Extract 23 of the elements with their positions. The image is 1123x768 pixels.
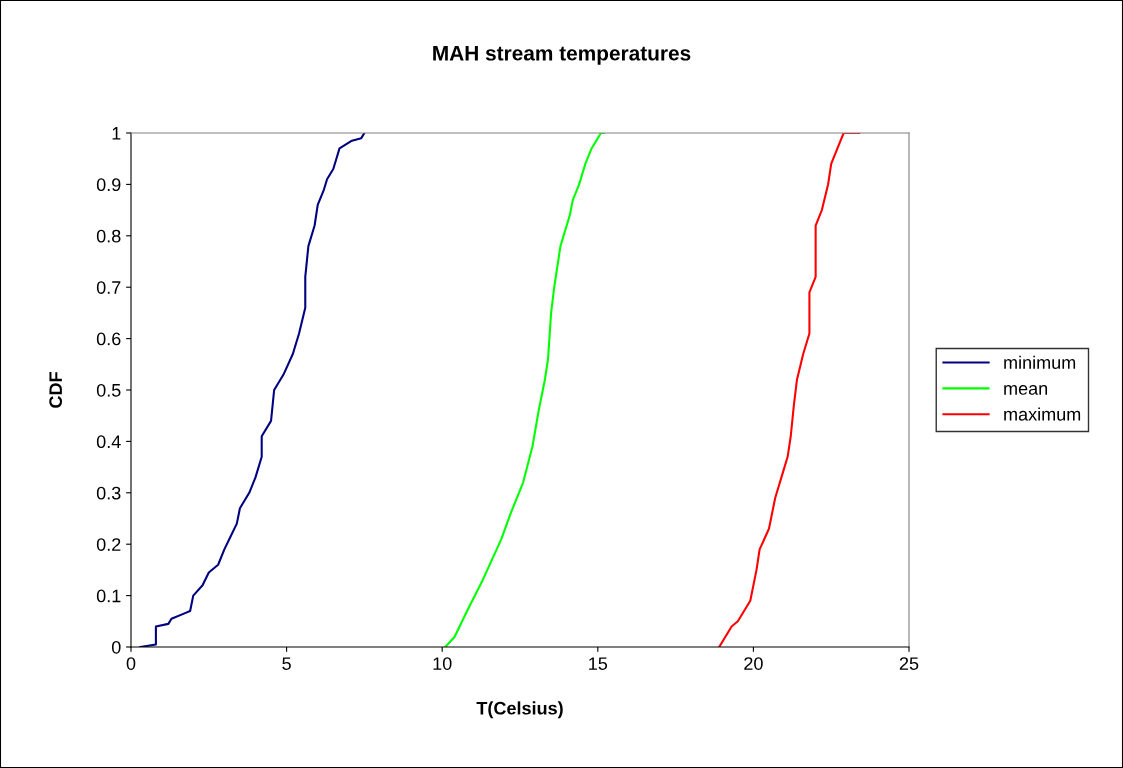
chart-title: MAH stream temperatures xyxy=(433,46,691,65)
x-tick-label: 0 xyxy=(126,657,136,670)
x-tick-label: 5 xyxy=(282,657,291,670)
x-tick-label: 25 xyxy=(899,657,919,670)
legend-label: mean xyxy=(1004,384,1048,395)
y-tick-label: 0.5 xyxy=(96,383,121,397)
y-tick-label: 1 xyxy=(112,127,121,140)
x-tick-label: 15 xyxy=(589,657,608,670)
y-tick-label: 0.1 xyxy=(96,589,121,603)
y-tick-label: 0.2 xyxy=(96,538,121,551)
y-tick-label: 0.6 xyxy=(96,332,121,346)
y-tick-label: 0.8 xyxy=(96,229,121,243)
y-axis-title: CDF xyxy=(49,372,63,408)
y-tick-label: 0.7 xyxy=(96,281,121,294)
y-tick-label: 0.4 xyxy=(96,435,121,449)
x-tick-label: 10 xyxy=(433,657,452,670)
x-tick-label: 20 xyxy=(744,657,763,670)
legend-label: minimum xyxy=(1004,355,1076,369)
y-tick-label: 0 xyxy=(111,640,121,654)
legend-label: maximum xyxy=(1004,407,1081,421)
y-tick-label: 0.9 xyxy=(96,178,121,192)
y-tick-label: 0.3 xyxy=(96,486,121,500)
x-axis-title: T(Celsius) xyxy=(476,701,563,719)
